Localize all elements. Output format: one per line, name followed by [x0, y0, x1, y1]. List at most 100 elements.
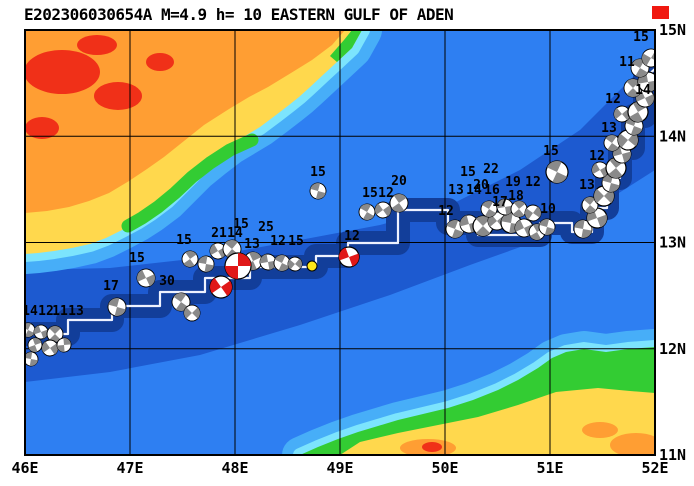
focal-mechanism [287, 256, 303, 272]
depth-label: 12 [378, 186, 394, 201]
focal-mechanism [181, 250, 199, 268]
beachball-quadrants [25, 352, 38, 366]
beachball-quadrants [173, 293, 189, 311]
depth-label: 17 [492, 195, 508, 210]
beachball-quadrants [339, 247, 359, 267]
focal-mechanism [259, 253, 277, 271]
beachball-quadrants [497, 199, 513, 215]
beachball-quadrants [137, 269, 155, 287]
lat-axis-label: 15N [659, 21, 686, 39]
depth-label: 12 [525, 175, 541, 190]
beachball-quadrants [525, 206, 541, 220]
focal-mechanism [309, 182, 327, 200]
beachball-quadrants [108, 298, 126, 316]
depth-label: 12 [589, 149, 605, 164]
depth-label: 13 [244, 237, 260, 252]
focal-mechanism [197, 255, 215, 273]
lon-axis-label: 48E [221, 459, 248, 477]
depth-label: 11 [619, 55, 635, 70]
beachball-quadrants [274, 255, 290, 271]
depth-label: 15 [543, 144, 559, 159]
depth-label: 15 [288, 234, 304, 249]
beachball-quadrants [587, 208, 607, 228]
beachball-quadrants [475, 216, 491, 236]
focal-mechanism [538, 218, 556, 236]
focal-mechanism [623, 78, 643, 98]
depth-label: 14 [22, 304, 38, 319]
depth-label: 12 [438, 204, 454, 219]
beachball-quadrants [225, 253, 251, 279]
arabia-peak [146, 53, 174, 71]
focal-mechanism [41, 339, 59, 357]
lat-axis-label: 13N [659, 234, 686, 252]
arabia-peak [94, 82, 142, 110]
focal-mechanism-layer [25, 48, 655, 367]
depth-label: 15 [362, 186, 378, 201]
depth-label: 12 [344, 229, 360, 244]
beachball-quadrants [515, 219, 533, 237]
arabia-peak [25, 117, 59, 139]
beachball-quadrants [602, 174, 620, 192]
focal-mechanism-highlighted [224, 252, 252, 280]
focal-mechanism-highlighted [209, 275, 233, 299]
beachball-quadrants [183, 251, 197, 267]
beachball-quadrants [34, 325, 48, 339]
depth-label: 15 [633, 30, 649, 45]
focal-mechanism [603, 134, 621, 152]
focal-mechanism [641, 48, 655, 68]
beachball-quadrants [288, 258, 302, 270]
depth-label: 30 [159, 274, 175, 289]
arabia-coast-tip [330, 30, 362, 62]
beachball-quadrants [539, 219, 555, 235]
beachball-quadrants [375, 203, 391, 217]
beachball-quadrants [49, 326, 61, 342]
beachball-quadrants [57, 338, 71, 352]
focal-mechanism [480, 200, 498, 218]
lat-axis-label: 14N [659, 127, 686, 145]
somalia-peak [422, 442, 442, 452]
beachball-quadrants [638, 72, 655, 92]
depth-label: 12 [605, 92, 621, 107]
beachball-quadrants [618, 132, 638, 148]
depth-label: 25 [258, 220, 274, 235]
depth-label: 22 [483, 162, 499, 177]
focal-mechanism [171, 292, 191, 312]
beachball-quadrants [605, 135, 619, 151]
depth-label: 14 [466, 183, 482, 198]
beachball-quadrants [512, 201, 526, 217]
beachball-quadrants [210, 277, 232, 297]
arabia-highland [25, 30, 345, 213]
beachball-quadrants [198, 256, 214, 272]
beachball-quadrants [642, 50, 655, 66]
focal-mechanism [545, 160, 569, 184]
depth-label: 15 [233, 217, 249, 232]
focal-mechanism [524, 204, 542, 222]
beachball-quadrants [583, 197, 597, 213]
lat-axis-label: 11N [659, 446, 686, 464]
beachball-quadrants [360, 204, 374, 220]
lon-axis-label: 49E [326, 459, 353, 477]
focal-mechanism [581, 196, 599, 214]
beachball-quadrants [592, 163, 608, 177]
depth-label: 14 [227, 226, 243, 241]
arabia-peak [77, 35, 117, 55]
depth-label: 20 [473, 178, 489, 193]
beachball-quadrants [626, 79, 640, 97]
focal-mechanism [27, 337, 43, 353]
arabia-coast-green [121, 133, 259, 233]
focal-mechanism [25, 351, 39, 367]
beachball-quadrants [594, 188, 614, 204]
depth-label: 13 [68, 304, 84, 319]
depth-label: 13 [601, 121, 617, 136]
beachball-quadrants [25, 323, 35, 337]
depth-label: 21 [211, 226, 227, 241]
somalia-patch [610, 433, 655, 455]
beachball-quadrants [310, 183, 326, 199]
land-layer [25, 30, 655, 455]
lon-axis-label: 47E [116, 459, 143, 477]
beachball-quadrants [574, 220, 592, 238]
depth-label: 17 [103, 279, 119, 294]
depth-label: 15 [176, 233, 192, 248]
